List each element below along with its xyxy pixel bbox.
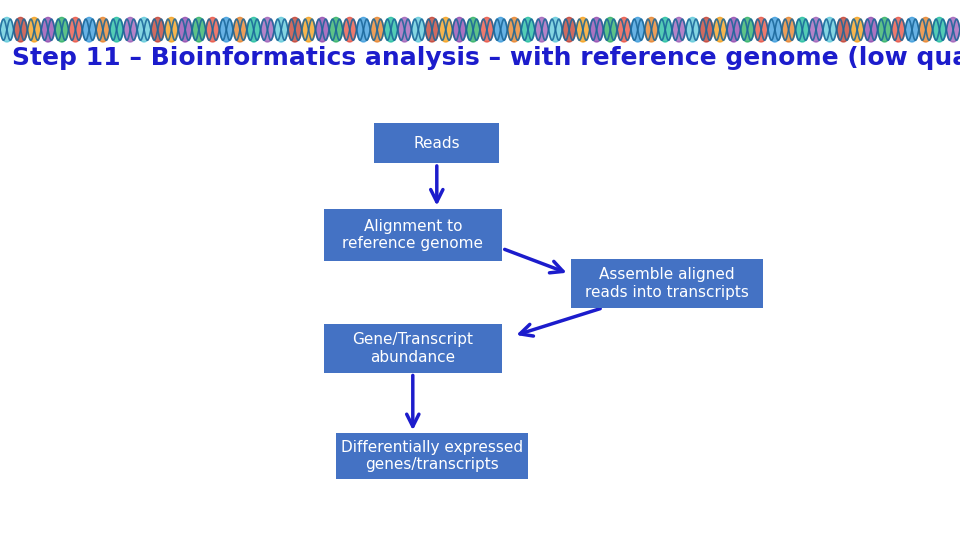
Ellipse shape	[205, 17, 219, 42]
FancyBboxPatch shape	[336, 433, 528, 480]
Ellipse shape	[55, 17, 68, 42]
Ellipse shape	[645, 17, 659, 42]
Ellipse shape	[685, 17, 699, 42]
Ellipse shape	[768, 17, 781, 42]
Text: Reads: Reads	[414, 136, 460, 151]
Ellipse shape	[371, 17, 384, 42]
Ellipse shape	[892, 17, 905, 42]
Ellipse shape	[165, 17, 179, 42]
Ellipse shape	[384, 17, 397, 42]
Ellipse shape	[301, 17, 315, 42]
Ellipse shape	[480, 17, 493, 42]
FancyBboxPatch shape	[324, 324, 501, 373]
Text: Differentially expressed
genes/transcripts: Differentially expressed genes/transcrip…	[341, 440, 523, 472]
Ellipse shape	[425, 17, 439, 42]
Ellipse shape	[837, 17, 851, 42]
Ellipse shape	[851, 17, 864, 42]
Ellipse shape	[192, 17, 205, 42]
FancyBboxPatch shape	[324, 210, 501, 261]
Ellipse shape	[124, 17, 137, 42]
FancyBboxPatch shape	[374, 123, 499, 163]
Ellipse shape	[233, 17, 247, 42]
Ellipse shape	[727, 17, 740, 42]
Ellipse shape	[247, 17, 260, 42]
Ellipse shape	[13, 17, 27, 42]
Ellipse shape	[397, 17, 411, 42]
Ellipse shape	[288, 17, 301, 42]
Ellipse shape	[796, 17, 809, 42]
Ellipse shape	[453, 17, 467, 42]
Ellipse shape	[700, 17, 713, 42]
Ellipse shape	[549, 17, 563, 42]
Ellipse shape	[151, 17, 164, 42]
Ellipse shape	[493, 17, 507, 42]
Text: Step 11 – Bioinformatics analysis – with reference genome (low quality): Step 11 – Bioinformatics analysis – with…	[12, 46, 960, 70]
Ellipse shape	[316, 17, 329, 42]
Ellipse shape	[589, 17, 603, 42]
Ellipse shape	[877, 17, 891, 42]
Ellipse shape	[659, 17, 672, 42]
Ellipse shape	[933, 17, 947, 42]
Ellipse shape	[521, 17, 535, 42]
Ellipse shape	[919, 17, 932, 42]
Ellipse shape	[357, 17, 371, 42]
FancyBboxPatch shape	[571, 259, 763, 308]
Ellipse shape	[261, 17, 275, 42]
Ellipse shape	[179, 17, 192, 42]
Text: Gene/Transcript
abundance: Gene/Transcript abundance	[352, 332, 473, 365]
Ellipse shape	[508, 17, 521, 42]
Ellipse shape	[713, 17, 727, 42]
Text: Assemble aligned
reads into transcripts: Assemble aligned reads into transcripts	[586, 267, 749, 300]
Ellipse shape	[563, 17, 576, 42]
Ellipse shape	[137, 17, 151, 42]
Ellipse shape	[109, 17, 123, 42]
Ellipse shape	[69, 17, 83, 42]
Ellipse shape	[41, 17, 55, 42]
Ellipse shape	[412, 17, 425, 42]
Ellipse shape	[220, 17, 233, 42]
Ellipse shape	[905, 17, 919, 42]
Ellipse shape	[329, 17, 343, 42]
Ellipse shape	[617, 17, 631, 42]
Ellipse shape	[439, 17, 452, 42]
Ellipse shape	[741, 17, 755, 42]
Ellipse shape	[275, 17, 288, 42]
Text: Alignment to
reference genome: Alignment to reference genome	[343, 219, 483, 251]
Ellipse shape	[755, 17, 768, 42]
Ellipse shape	[0, 17, 13, 42]
Ellipse shape	[947, 17, 960, 42]
Ellipse shape	[864, 17, 877, 42]
Ellipse shape	[631, 17, 644, 42]
Ellipse shape	[28, 17, 41, 42]
Ellipse shape	[672, 17, 685, 42]
Ellipse shape	[576, 17, 589, 42]
Ellipse shape	[96, 17, 109, 42]
Ellipse shape	[343, 17, 356, 42]
Ellipse shape	[467, 17, 480, 42]
Ellipse shape	[83, 17, 96, 42]
Ellipse shape	[781, 17, 795, 42]
Ellipse shape	[535, 17, 548, 42]
Ellipse shape	[604, 17, 617, 42]
Ellipse shape	[809, 17, 823, 42]
Ellipse shape	[823, 17, 836, 42]
